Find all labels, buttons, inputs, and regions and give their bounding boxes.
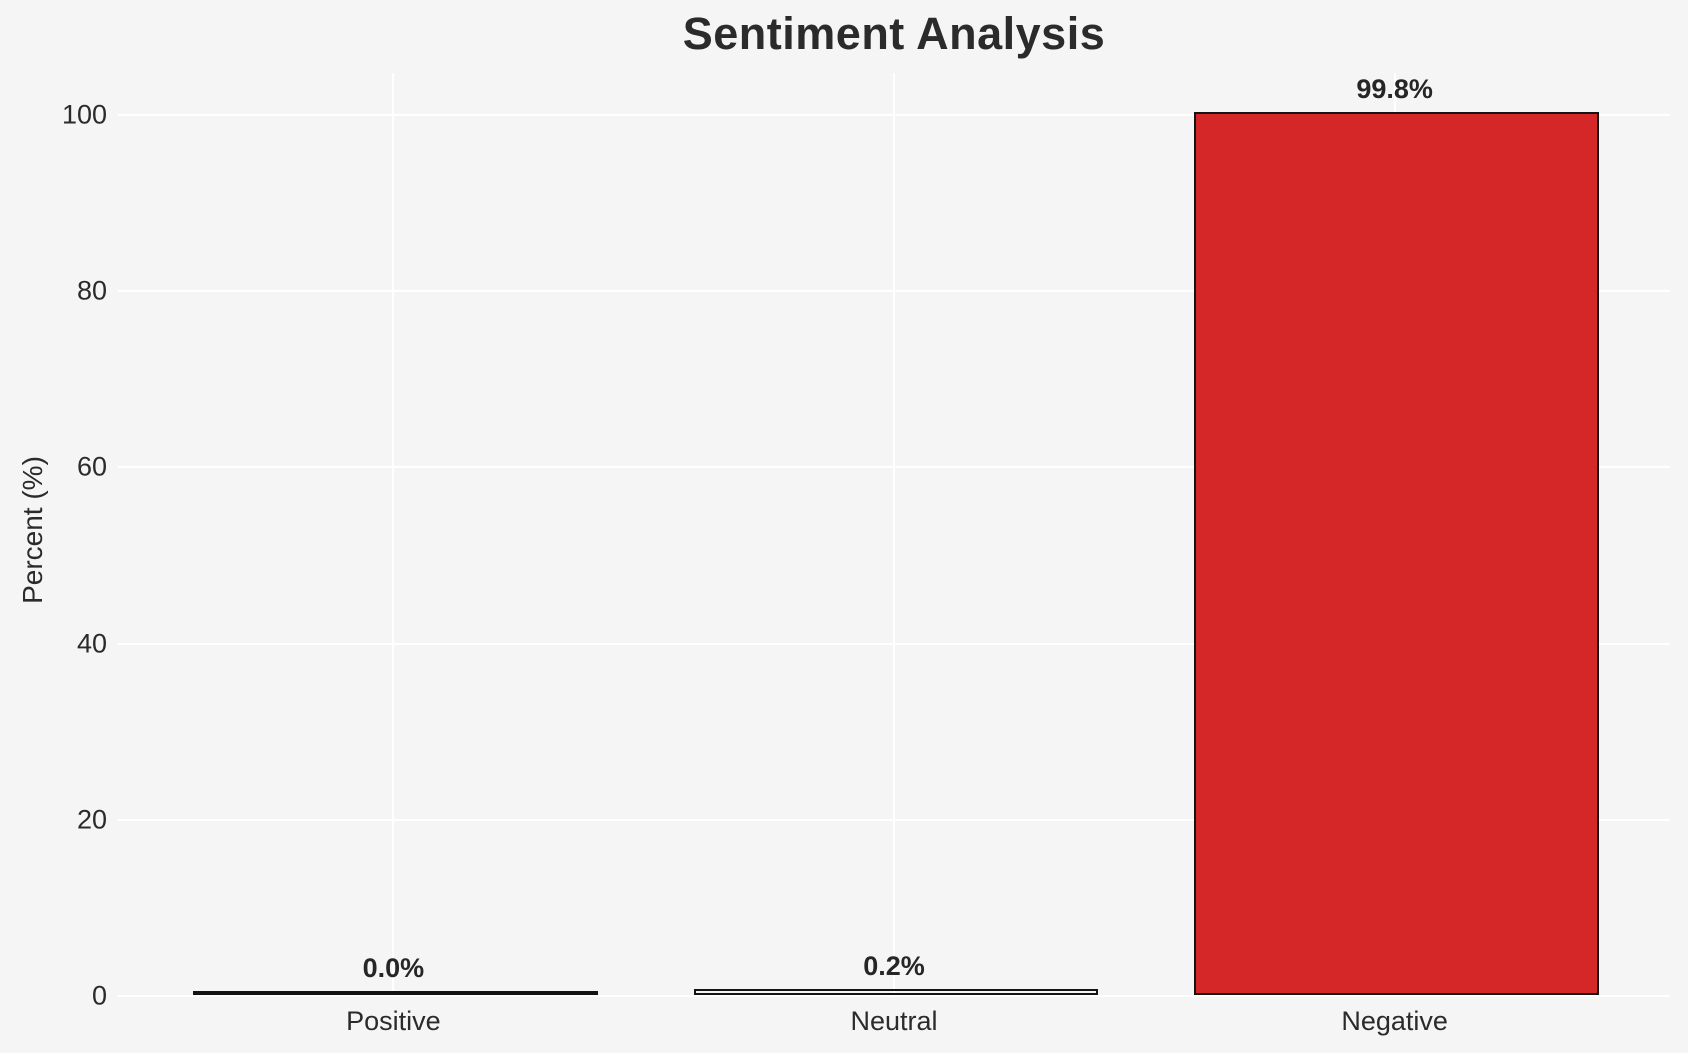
y-tick-label: 0 (91, 980, 107, 1011)
chart-title: Sentiment Analysis (682, 8, 1106, 59)
x-tick-label-positive: Positive (346, 1006, 441, 1036)
v-gridline (392, 73, 395, 996)
bar-positive (193, 991, 598, 995)
bar-value-label: 99.8% (1356, 73, 1433, 104)
bar-value-label: 0.0% (362, 953, 425, 983)
y-tick-label: 100 (61, 99, 107, 130)
v-gridline (893, 73, 895, 996)
y-tick-label: 20 (76, 804, 107, 835)
y-tick-label: 60 (76, 451, 107, 482)
bar-value-label: 0.2% (863, 951, 925, 982)
h-gridline (118, 995, 1670, 997)
y-tick-label: 80 (76, 275, 107, 306)
y-tick-label: 40 (76, 628, 107, 659)
bar-negative (1194, 111, 1599, 995)
x-tick-label-neutral: Neutral (850, 1006, 938, 1036)
bar-neutral (693, 989, 1099, 995)
x-tick-label-negative: Negative (1341, 1006, 1448, 1036)
